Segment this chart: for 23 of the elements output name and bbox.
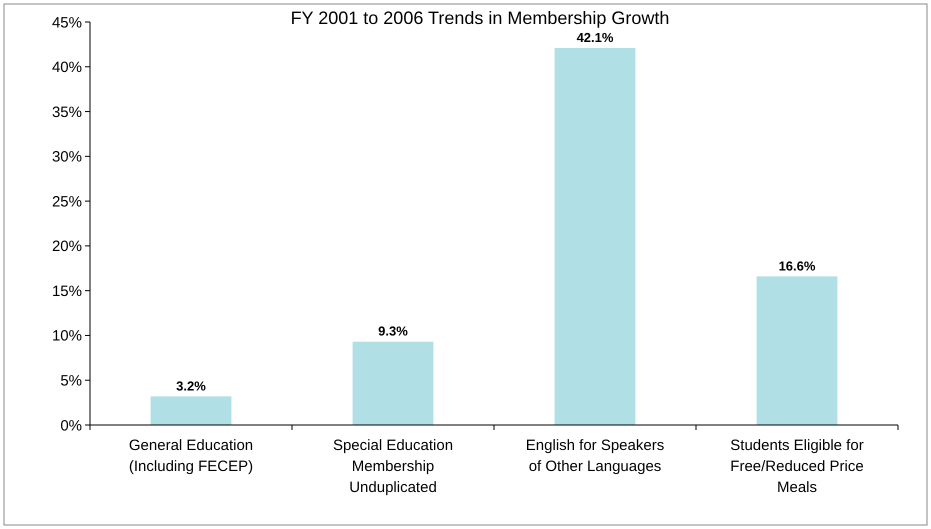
y-tick-label: 35% xyxy=(52,104,82,121)
bar xyxy=(756,276,838,425)
y-tick-label: 15% xyxy=(52,282,82,300)
chart-title: FY 2001 to 2006 Trends in Membership Growth xyxy=(290,8,670,28)
data-label: 3.2% xyxy=(176,378,206,394)
data-label: 9.3% xyxy=(378,324,408,339)
bar xyxy=(554,48,636,425)
data-label: 16.6% xyxy=(778,258,816,274)
y-tick-label: 45% xyxy=(52,14,82,32)
data-label: 42.1% xyxy=(576,30,614,45)
y-tick-label: 30% xyxy=(52,148,82,166)
y-tick-label: 40% xyxy=(52,59,82,76)
x-tick-label: English for Speakers of Other Languages xyxy=(526,437,664,475)
x-tick-label: Students Eligible for Free/Reduced Price Meals xyxy=(730,437,864,496)
bar xyxy=(352,342,434,425)
y-tick-label: 10% xyxy=(52,328,82,345)
x-tick-label: General Education (Including FECEP) xyxy=(128,437,254,475)
x-tick-label: Special Education Membership Unduplicated xyxy=(332,437,454,496)
y-tick-label: 25% xyxy=(52,193,82,210)
y-tick-label: 5% xyxy=(60,372,82,390)
y-tick-label: 20% xyxy=(52,238,82,256)
y-tick-label: 0% xyxy=(60,417,82,434)
bar xyxy=(150,396,232,425)
